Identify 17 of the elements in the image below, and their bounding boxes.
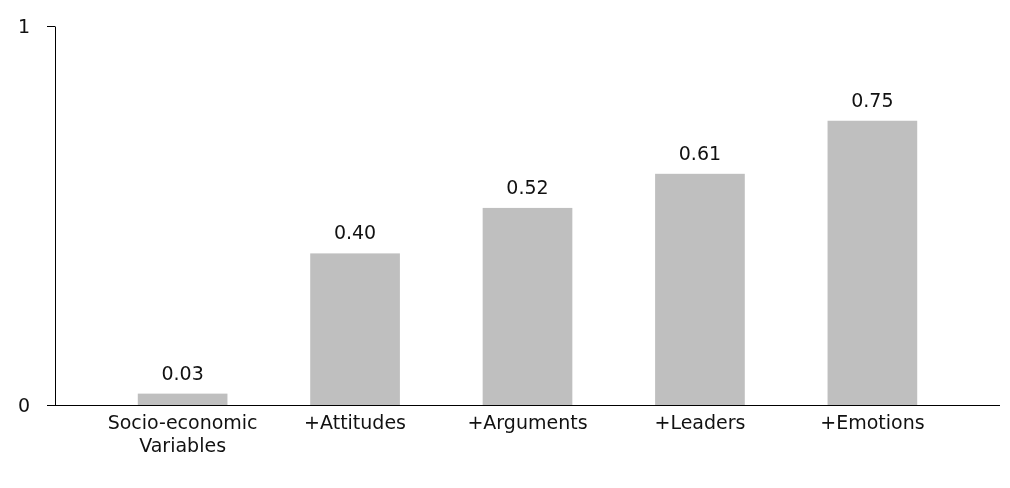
bar [655,173,745,405]
data-label: 0.52 [506,175,549,198]
x-tick-label: +Emotions [820,410,925,433]
bar [482,207,573,405]
data-label: 0.61 [678,141,722,164]
y-tick-label: 1 [17,14,30,37]
x-tick-label: +Arguments [467,410,588,433]
x-tick-label: +Attitudes [304,410,407,433]
y-tick-label: 0 [17,393,30,416]
data-label: 0.03 [161,361,204,384]
x-tick-label: Socio-economic Variables [107,410,258,456]
bar [310,253,400,405]
bar [137,393,228,405]
data-label: 0.75 [851,88,894,111]
bar [827,120,918,405]
data-label: 0.40 [333,221,377,244]
x-tick-label: +Leaders [654,410,746,433]
